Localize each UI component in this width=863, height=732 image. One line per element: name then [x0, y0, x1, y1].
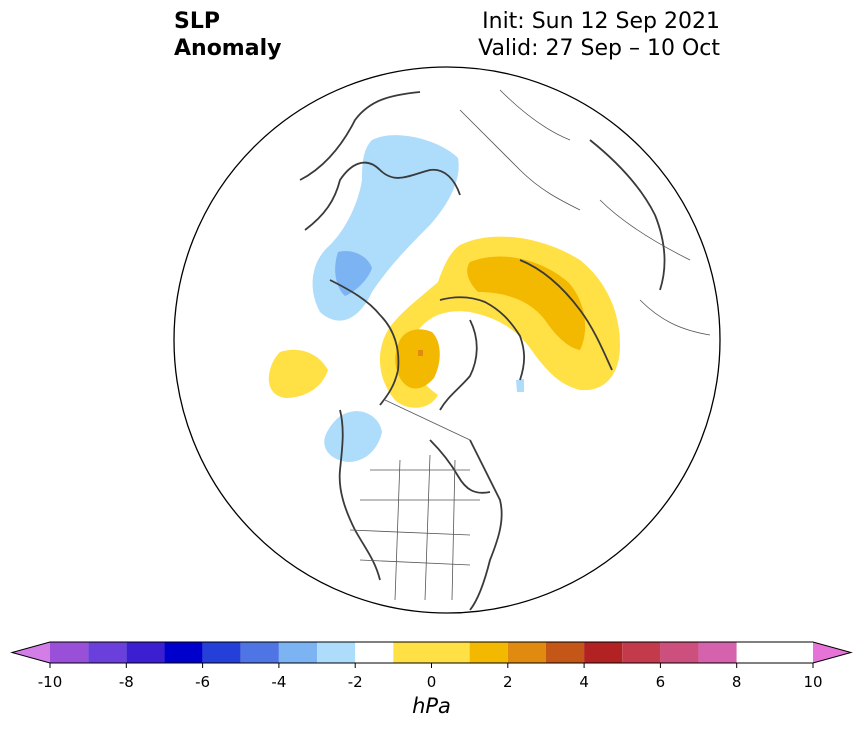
- anomaly-negative-north-core: [335, 250, 372, 296]
- title-line-1: SLP: [174, 9, 220, 34]
- colorbar-tick-label: -4: [271, 673, 286, 690]
- colorbar-segment: [88, 642, 127, 663]
- colorbar-tick-label: -2: [348, 673, 363, 690]
- colorbar-extend-high: [813, 642, 851, 663]
- init-date: Init: Sun 12 Sep 2021: [482, 9, 720, 34]
- anomaly-positive-westpacific: [268, 349, 328, 398]
- colorbar-segment: [660, 642, 699, 663]
- colorbar-tick-label: -10: [38, 673, 63, 690]
- colorbar: -10 -8 -6 -4 -2 0 2 4 6 8 10: [10, 641, 853, 690]
- forecast-dates: Init: Sun 12 Sep 2021 Valid: 27 Sep – 10…: [478, 8, 720, 62]
- colorbar-tick-label: 8: [732, 673, 742, 690]
- colorbar-extend-low: [12, 642, 50, 663]
- colorbar-unit-label: hPa: [412, 694, 451, 718]
- anomaly-negative-small: [516, 379, 524, 392]
- colorbar-segment: [698, 642, 737, 663]
- colorbar-segment: [317, 642, 356, 663]
- colorbar-segment: [469, 642, 508, 663]
- colorbar-segment: [507, 642, 546, 663]
- colorbar-segment: [164, 642, 203, 663]
- colorbar-segment: [202, 642, 241, 663]
- colorbar-segment: [545, 642, 585, 663]
- colorbar-tick-label: 2: [503, 673, 513, 690]
- valid-range: Valid: 27 Sep – 10 Oct: [478, 36, 720, 61]
- title-line-2: Anomaly: [174, 36, 282, 61]
- coastlines: [299, 91, 666, 611]
- colorbar-tick-label: -6: [195, 673, 210, 690]
- anomaly-negative-southwest: [324, 411, 382, 462]
- colorbar-segment: [774, 642, 813, 663]
- colorbar-segment: [622, 642, 661, 663]
- polar-map: [173, 66, 721, 614]
- colorbar-segment: [126, 642, 165, 663]
- colorbar-segment: [393, 642, 470, 663]
- colorbar-tick-label: 0: [427, 673, 437, 690]
- anomaly-positive-center: [418, 350, 423, 356]
- colorbar-tick-label: -8: [119, 673, 134, 690]
- colorbar-segment: [736, 642, 775, 663]
- colorbar-segment: [240, 642, 279, 663]
- colorbar-tick-label: 4: [579, 673, 589, 690]
- globe-background: [174, 67, 720, 613]
- globe-outline: [173, 66, 721, 614]
- anomaly-fields: [268, 89, 711, 611]
- anomaly-positive-west: [395, 329, 440, 389]
- colorbar-segment: [355, 642, 394, 663]
- borders: [349, 89, 711, 601]
- colorbar-segment: [50, 642, 89, 663]
- map-title: SLP Anomaly: [174, 8, 281, 62]
- colorbar-segment: [278, 642, 318, 663]
- colorbar-tick-label: 6: [656, 673, 666, 690]
- colorbar-tick-label: 10: [803, 673, 822, 690]
- anomaly-positive-arc-mid: [467, 256, 586, 350]
- colorbar-segment: [584, 642, 623, 663]
